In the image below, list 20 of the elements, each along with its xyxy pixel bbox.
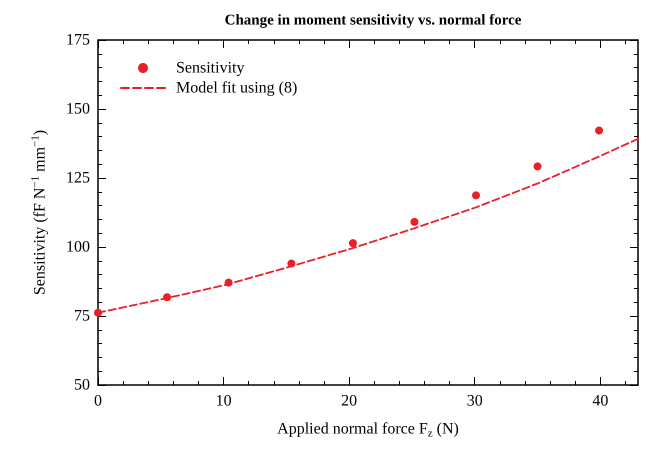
point <box>410 218 418 226</box>
x-tick-label: 0 <box>94 392 102 410</box>
y-tick-label: 175 <box>66 32 90 48</box>
point <box>472 191 480 200</box>
y-tick-label: 50 <box>74 376 90 394</box>
x-tick-label: 10 <box>216 392 232 410</box>
point <box>534 162 542 170</box>
x-tick-label: 20 <box>341 392 358 410</box>
y-axis-title: Sensitivity (fF N−1 mm−1) <box>30 130 48 296</box>
chart-title: Change in moment sensitivity vs. normal force <box>224 12 522 28</box>
y-tick-label: 100 <box>66 238 90 256</box>
legend-label: Sensitivity <box>176 60 244 76</box>
y-tick-label: 125 <box>66 170 90 186</box>
point <box>348 239 357 248</box>
legend-label: Model fit using (8) <box>176 80 298 96</box>
point <box>595 126 604 135</box>
y-tick-label: 150 <box>66 100 90 118</box>
x-tick-label: 40 <box>592 392 608 410</box>
y-tick-label: 75 <box>74 308 90 324</box>
x-tick-label: 30 <box>466 392 483 410</box>
